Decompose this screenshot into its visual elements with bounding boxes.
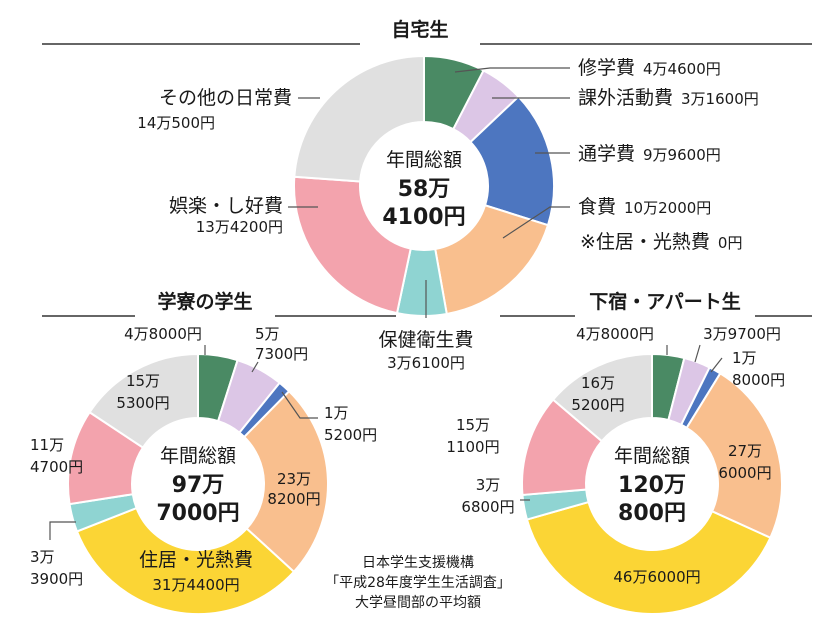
slice-housing [75,506,296,615]
label-entertainment-home: 娯楽・し好費 [169,195,283,217]
label-health-dorm-2: 3900円 [30,570,83,588]
slice-other [88,352,199,449]
slice-housing [525,500,772,615]
total-home-line2: 4100円 [382,205,465,230]
label-food-home: 食費 10万2000円 [578,196,711,218]
label-commuting-home: 通学費 9万9600円 [578,143,721,165]
label-extracurricular-home: 課外活動費 3万1600円 [578,87,759,109]
label-food-apartment-1: 27万 [728,442,762,460]
label-commuting-dorm-2: 5200円 [324,426,377,444]
label-health-apartment-1: 3万 [476,476,501,494]
leader-line [49,521,76,540]
label-commuting-apartment-2: 8000円 [732,371,785,389]
label-other-apartment-1: 16万 [581,374,615,392]
slice-other [551,352,653,443]
label-housing-dorm-1: 住居・光熱費 [139,549,253,571]
total-dorm-line2: 7000円 [156,501,239,526]
label-other-dorm-1: 15万 [126,372,160,390]
label-housing-dorm-2: 31万4400円 [152,576,239,594]
label-entertainment-dorm-1: 11万 [30,436,64,454]
label-entertainment-apartment-2: 1100円 [446,438,499,456]
label-commuting-apartment-1: 1万 [732,349,757,367]
label-other-home: その他の日常費 [159,87,292,109]
title-bg-apartment [575,288,755,320]
chart-title-home: 自宅生 [391,18,448,41]
donut-home [293,54,555,317]
source-line2: 「平成28年度学生生活調査」 [325,575,511,591]
leader-line [502,206,570,239]
total-apartment-line1: 120万 [618,473,686,498]
slice-entertainment [293,175,412,315]
leader-line [710,357,723,373]
amount-entertainment-home: 13万4200円 [196,218,283,236]
label-tuition-dorm: 4万8000円 [124,325,202,343]
total-apartment-line2: 800円 [618,501,686,526]
label-health-dorm-1: 3万 [30,548,55,566]
slice-food [242,389,329,574]
slice-food [685,372,783,540]
source-line1: 日本学生支援機構 [362,555,474,571]
label-tuition-apartment: 4万8000円 [576,325,654,343]
center-label-apartment: 年間総額 [614,445,690,467]
label-other-apartment-2: 5200円 [571,396,624,414]
label-entertainment-dorm-2: 4700円 [30,458,83,476]
label-extracurricular-dorm-1: 5万 [255,325,280,343]
label-other-dorm-2: 5300円 [116,394,169,412]
label-food-dorm-2: 8200円 [267,490,320,508]
total-dorm-line1: 97万 [172,473,225,498]
label-food-dorm-1: 23万 [277,470,311,488]
leader-line [694,344,701,363]
total-home-line1: 58万 [398,177,451,202]
label-housing-home: ※住居・光熱費 0円 [580,231,742,253]
amount-health-home: 3万6100円 [387,354,465,372]
chart-title-apartment: 下宿・アパート生 [589,290,741,313]
amount-other-home: 14万500円 [137,114,215,132]
leader-line [251,361,259,373]
label-health-apartment-2: 6800円 [461,498,514,516]
label-extracurricular-dorm-2: 7300円 [255,345,308,363]
label-housing-apartment: 46万6000円 [613,568,700,586]
leader-lines-home [288,67,570,318]
label-health-home: 保健衛生費 [378,329,473,351]
label-entertainment-apartment-1: 15万 [456,416,490,434]
label-commuting-dorm-1: 1万 [324,404,349,422]
label-tuition-home: 修学費 4万4600円 [578,57,721,79]
source-line3: 大学昼間部の平均額 [355,595,481,611]
leader-lines-apartment [520,344,723,501]
label-food-apartment-2: 6000円 [718,464,771,482]
center-label-home: 年間総額 [386,149,462,171]
chart-title-dorm: 学寮の学生 [157,290,252,313]
center-label-dorm: 年間総額 [160,445,236,467]
title-bg-home [360,14,480,48]
donut-dorm [67,352,329,615]
slice-other [293,54,425,183]
label-extracurricular-apartment: 3万9700円 [703,325,781,343]
title-bg-dorm [135,288,275,320]
leader-line [454,67,570,73]
donut-apartment [521,352,783,615]
leader-line [281,391,318,419]
leader-lines-dorm [49,345,318,540]
